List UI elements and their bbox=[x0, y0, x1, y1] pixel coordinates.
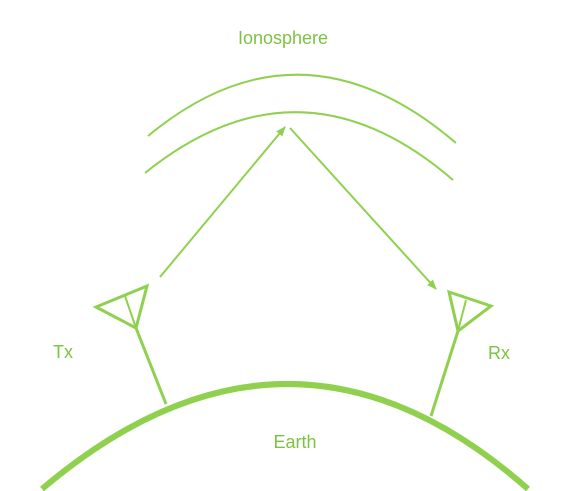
ionosphere-upper-layer bbox=[147, 73, 457, 144]
earth-label: Earth bbox=[273, 432, 316, 452]
receiver-label: Rx bbox=[488, 343, 510, 363]
receiver-dish bbox=[446, 289, 495, 334]
ionosphere-label: Ionosphere bbox=[238, 28, 328, 48]
receiver-antenna-icon bbox=[429, 289, 495, 417]
transmitter-mast bbox=[134, 327, 168, 405]
upgoing-signal-arrow bbox=[159, 126, 286, 278]
transmitter-label: Tx bbox=[53, 342, 73, 362]
transmitter-dish bbox=[92, 283, 150, 331]
receiver-mast bbox=[429, 330, 460, 417]
earth-surface bbox=[40, 381, 530, 491]
ionosphere-lower-layer bbox=[144, 111, 454, 181]
transmitter-feed bbox=[124, 295, 137, 329]
downgoing-signal-arrow bbox=[289, 127, 437, 290]
transmitter-antenna-icon bbox=[92, 283, 168, 405]
receiver-feed bbox=[457, 299, 467, 332]
